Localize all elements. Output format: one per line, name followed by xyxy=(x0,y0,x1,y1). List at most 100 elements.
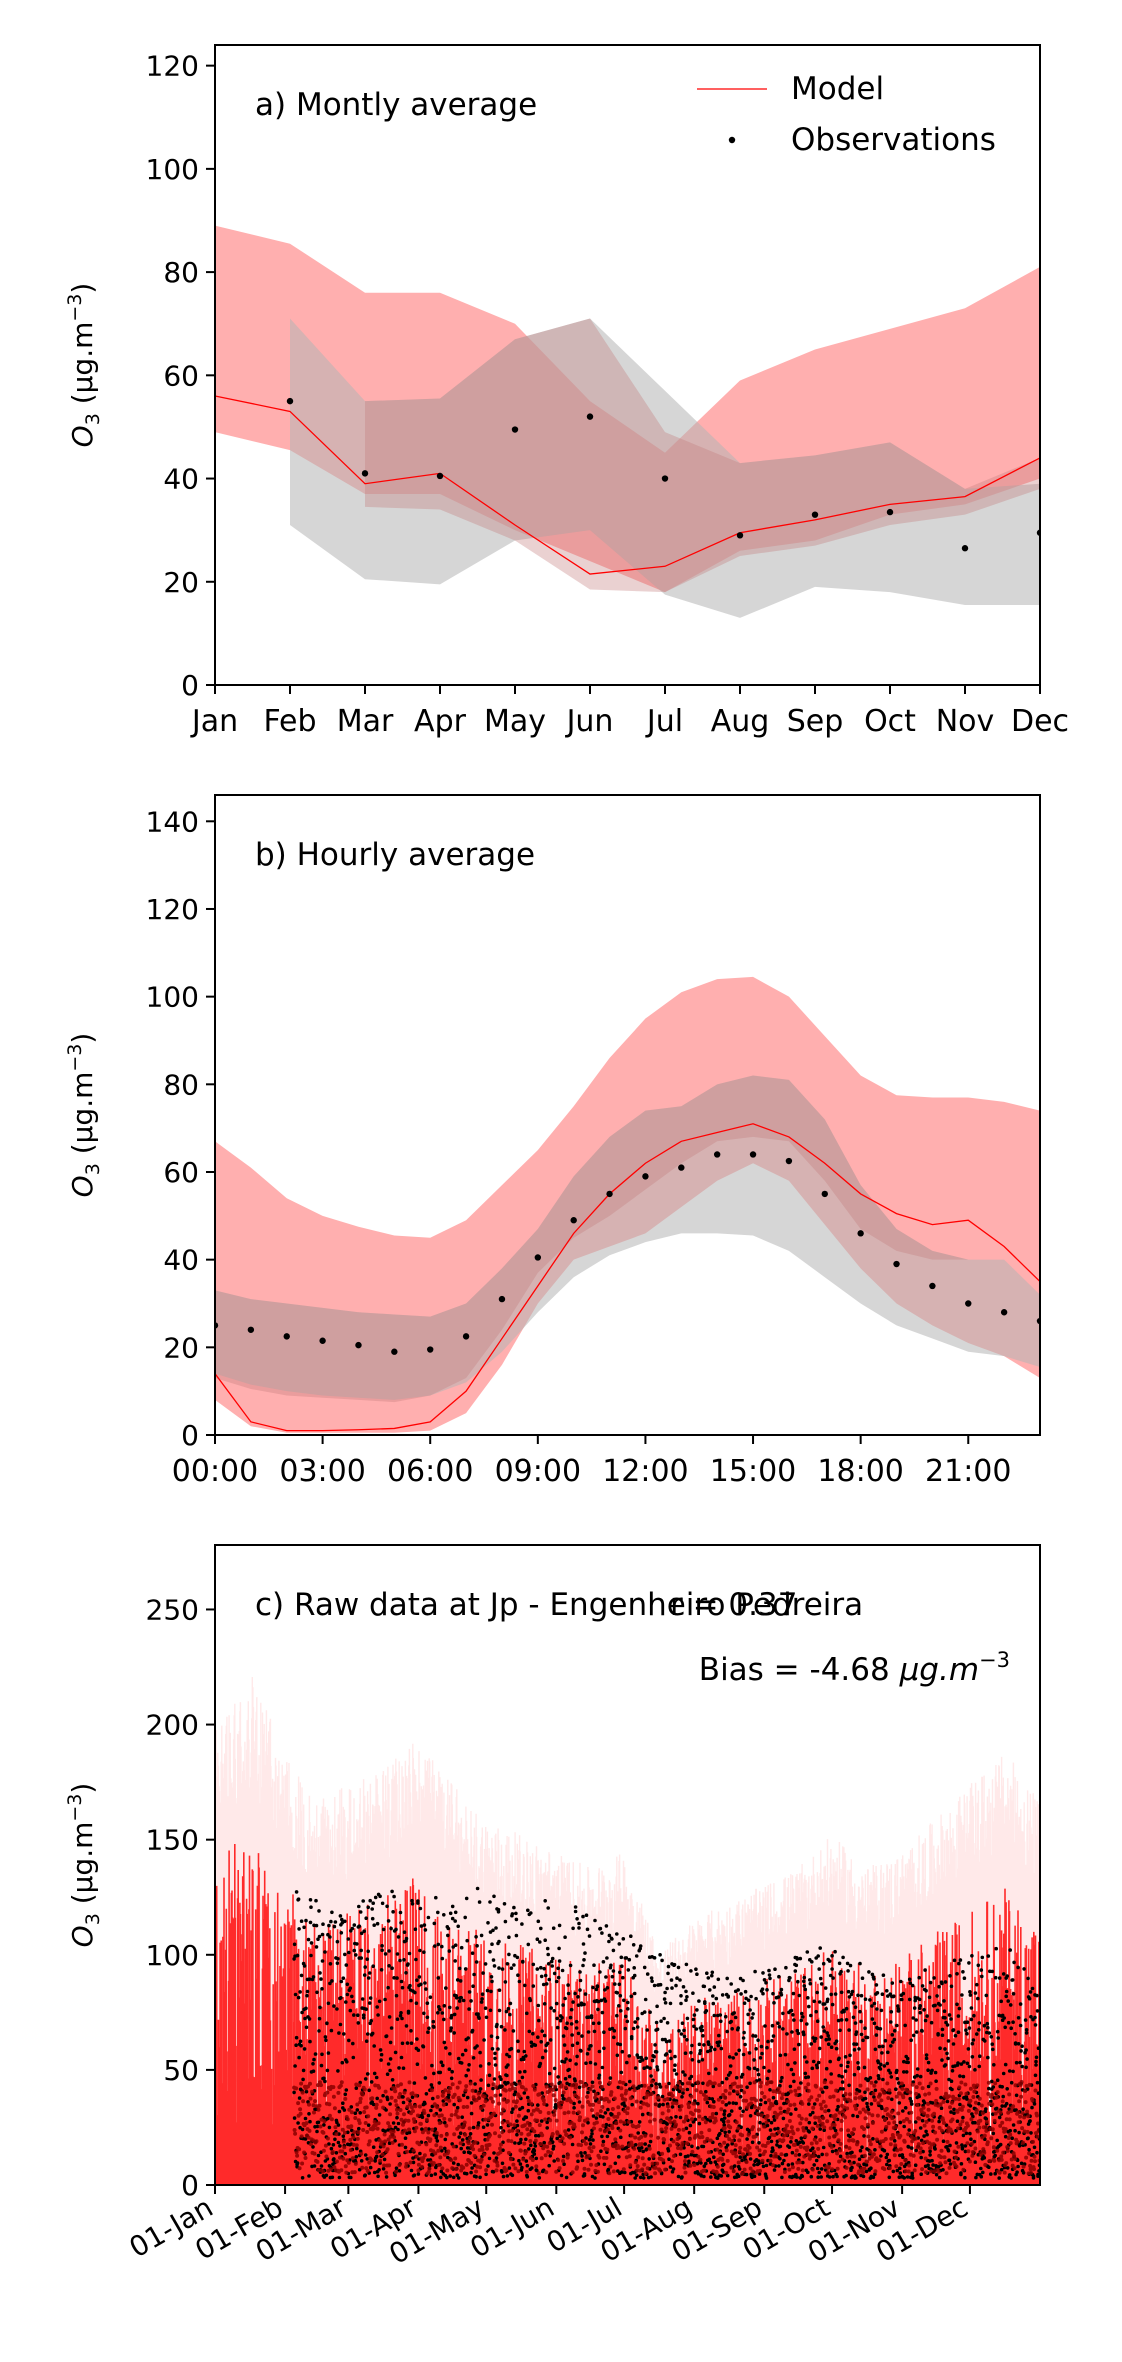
panel-c-r-stat: r = 0.37 xyxy=(670,1587,797,1623)
b-ytick-label: 140 xyxy=(146,805,199,838)
b-observation-point xyxy=(247,1326,255,1333)
b-observation-point xyxy=(319,1337,326,1344)
panel-b-bands xyxy=(215,976,1040,1433)
a-observation-point xyxy=(586,413,594,420)
a-ytick-label: 80 xyxy=(163,256,199,289)
b-observation-point xyxy=(642,1173,649,1180)
panel-a-label: a) Montly average xyxy=(255,87,537,123)
panel-b-label: b) Hourly average xyxy=(255,837,535,873)
b-xtick-label: 03:00 xyxy=(279,1454,365,1489)
b-observation-point xyxy=(355,1341,362,1349)
b-observation-point xyxy=(785,1157,793,1165)
a-observation-point xyxy=(811,511,819,518)
b-ytick-label: 120 xyxy=(146,893,199,926)
b-ytick-label: 0 xyxy=(181,1419,199,1452)
panel-a-bands xyxy=(215,225,1040,618)
a-observation-point xyxy=(661,475,669,482)
panel-b-ylabel: O3 (μg.m−3) xyxy=(64,1033,104,1198)
a-xtick-label: Dec xyxy=(1011,704,1069,739)
b-observation-point xyxy=(678,1164,685,1171)
b-observation-point xyxy=(821,1190,828,1198)
panel-c-label: c) Raw data at Jp - Engenheiro Pedreira xyxy=(255,1587,863,1623)
b-observation-point xyxy=(606,1190,613,1198)
b-observation-point xyxy=(283,1333,290,1340)
b-observation-point xyxy=(857,1230,864,1237)
a-observation-point xyxy=(286,397,294,405)
a-xtick-label: Mar xyxy=(337,704,394,739)
panel-c-bias-stat: Bias = -4.68 μg.m−3 xyxy=(699,1648,1010,1688)
panel-a-yticks: 0 20 40 60 80 100 120 xyxy=(146,50,215,702)
c-ytick-label: 150 xyxy=(146,1824,199,1857)
legend: Model Observations xyxy=(697,71,996,158)
b-xtick-label: 06:00 xyxy=(387,1454,473,1489)
a-xtick-label: May xyxy=(484,704,546,739)
panel-a: 0 20 40 60 80 100 120 Jan Feb Mar Apr May Jun Jul Aug… xyxy=(64,44,1069,739)
b-xtick-label: 18:00 xyxy=(817,1454,903,1489)
b-xtick-label: 09:00 xyxy=(495,1454,581,1489)
panel-b: 0 20 40 60 80 100 120 140 00:00 03:00 06:00 09:00 1… xyxy=(64,794,1041,1489)
a-model-inner-band xyxy=(365,318,1040,593)
a-observations-band xyxy=(290,318,1040,618)
b-xtick-label: 12:00 xyxy=(602,1454,688,1489)
b-xtick-label: 00:00 xyxy=(172,1454,258,1489)
a-ytick-label: 20 xyxy=(163,566,199,599)
panel-a-xticks: Jan Feb Mar Apr May Jun Jul Aug Sep Oct Nov Dec xyxy=(190,685,1069,739)
b-observation-point xyxy=(498,1295,506,1303)
b-observation-point xyxy=(965,1300,972,1307)
a-observation-point xyxy=(886,508,894,516)
c-ytick-label: 50 xyxy=(163,2054,199,2087)
a-ytick-label: 120 xyxy=(146,50,199,83)
panel-c-overlap-points xyxy=(292,2079,1040,2176)
b-observation-point xyxy=(749,1151,757,1158)
b-ytick-label: 100 xyxy=(146,981,199,1014)
a-xtick-label: Jan xyxy=(190,704,238,739)
b-ytick-label: 60 xyxy=(163,1156,199,1189)
legend-observations-label: Observations xyxy=(791,122,996,158)
panel-b-model-line xyxy=(215,1123,1040,1432)
panel-c-observation-points xyxy=(292,1886,1040,2180)
c-ytick-label: 100 xyxy=(146,1939,199,1972)
a-observation-point xyxy=(736,532,744,539)
a-observation-point xyxy=(361,470,369,477)
b-ytick-label: 40 xyxy=(163,1244,199,1277)
a-xtick-label: Jul xyxy=(645,704,683,739)
a-xtick-label: Apr xyxy=(414,704,467,739)
b-observation-point xyxy=(893,1260,900,1268)
b-observation-point xyxy=(929,1282,936,1290)
b-observations-band xyxy=(215,1075,1040,1400)
a-observation-point xyxy=(961,545,969,552)
a-ytick-label: 40 xyxy=(163,463,199,496)
panel-b-xticks: 00:00 03:00 06:00 09:00 12:00 15:00 18:00 21:00 xyxy=(172,1435,1011,1489)
panel-b-yticks: 0 20 40 60 80 100 120 140 xyxy=(146,805,215,1452)
panel-c: 0 50 100 150 200 250 01-Jan01-Feb01-Mar01-Apr… xyxy=(64,1544,1041,2271)
panel-a-ylabel: O3 (μg.m−3) xyxy=(64,283,104,448)
legend-observations-marker xyxy=(728,136,736,144)
a-ytick-label: 100 xyxy=(146,153,199,186)
b-observation-point xyxy=(534,1254,542,1261)
a-xtick-label: Aug xyxy=(711,704,770,739)
panel-a-model-line xyxy=(215,395,1040,575)
a-xtick-label: Jun xyxy=(565,704,614,739)
c-ytick-label: 250 xyxy=(146,1593,199,1626)
b-observation-point xyxy=(462,1333,470,1340)
a-xtick-label: Feb xyxy=(263,704,316,739)
a-xtick-label: Nov xyxy=(936,704,995,739)
a-xtick-label: Oct xyxy=(864,704,916,739)
legend-model-label: Model xyxy=(791,71,884,107)
panel-a-frame xyxy=(214,44,1041,686)
b-observation-point xyxy=(570,1217,577,1224)
panel-b-frame xyxy=(214,794,1041,1436)
panel-a-observations xyxy=(286,397,1040,552)
b-ytick-label: 20 xyxy=(163,1331,199,1364)
a-observation-point xyxy=(511,426,519,433)
b-observation-point xyxy=(391,1348,398,1355)
panel-c-xticks: 01-Jan01-Feb01-Mar01-Apr01-May01-Jun01-J… xyxy=(124,2185,973,2271)
c-ytick-label: 0 xyxy=(181,2169,199,2202)
a-ytick-label: 0 xyxy=(181,669,199,702)
b-model-inner-band xyxy=(215,1075,1040,1403)
panel-c-observations xyxy=(292,1886,1040,2180)
b-observation-point xyxy=(1000,1309,1008,1316)
panel-c-frame xyxy=(214,1544,1041,2186)
b-ytick-label: 80 xyxy=(163,1068,199,1101)
